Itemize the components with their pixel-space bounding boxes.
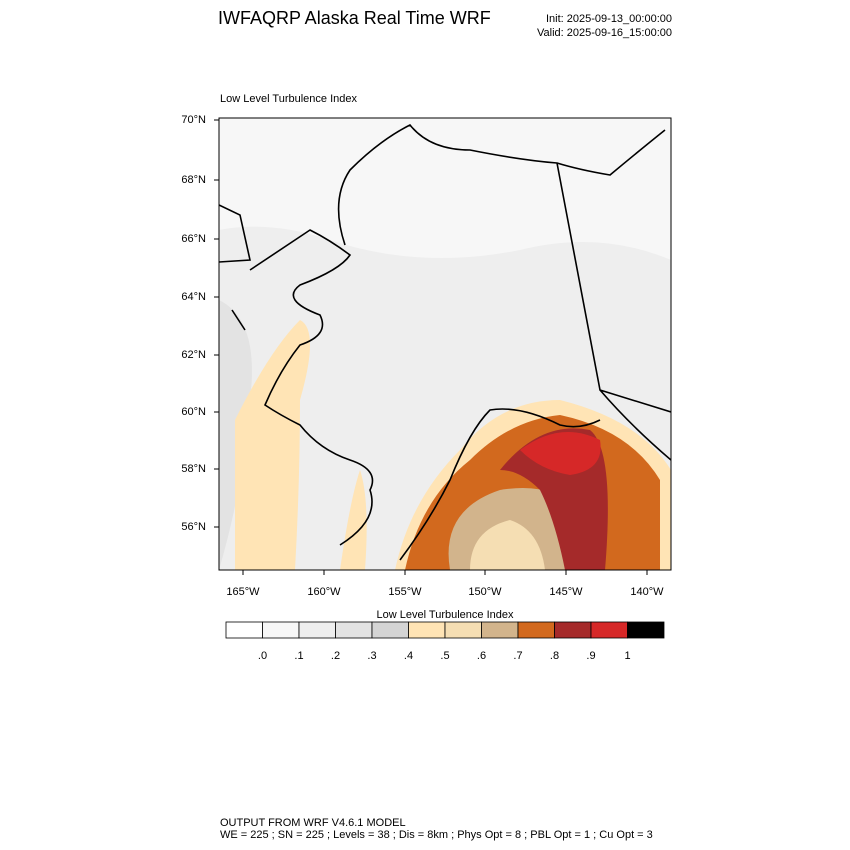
map-title: Low Level Turbulence Index <box>220 93 357 105</box>
lat-label: 58°N <box>181 463 206 475</box>
colorbar-box <box>408 621 446 639</box>
field-extreme <box>520 432 601 475</box>
field-tan <box>235 320 310 570</box>
coastline <box>219 123 671 561</box>
lat-label: 62°N <box>181 349 206 361</box>
colorbar-box <box>554 621 592 639</box>
colorbar-label: 1 <box>624 650 630 662</box>
colorbar-box <box>590 621 628 639</box>
colorbar-box <box>517 621 555 639</box>
colorbar-box <box>444 621 482 639</box>
colorbar-label: .9 <box>586 650 595 662</box>
lon-label: 140°W <box>630 586 664 598</box>
valid-time: Valid: 2025-09-16_15:00:00 <box>537 27 672 39</box>
lon-label: 160°W <box>307 586 341 598</box>
init-time: Init: 2025-09-13_00:00:00 <box>546 13 672 25</box>
map-field <box>219 118 671 570</box>
colorbar-label: .0 <box>258 650 267 662</box>
colorbar-label: .1 <box>294 650 303 662</box>
lat-label: 60°N <box>181 406 206 418</box>
footer-line2: WE = 225 ; SN = 225 ; Levels = 38 ; Dis … <box>220 829 653 841</box>
lon-label: 155°W <box>388 586 422 598</box>
lon-label: 165°W <box>226 586 260 598</box>
colorbar-label: .6 <box>477 650 486 662</box>
colorbar-label: .4 <box>404 650 413 662</box>
lat-label: 64°N <box>181 291 206 303</box>
lat-label: 66°N <box>181 233 206 245</box>
colorbar-label: .8 <box>550 650 559 662</box>
colorbar: .0 .1 .2 .3 .4 .5 .6 .7 .8 .9 1 <box>225 621 665 662</box>
colorbar-box <box>225 621 263 639</box>
footer-line1: OUTPUT FROM WRF V4.6.1 MODEL <box>220 817 406 829</box>
lat-label: 68°N <box>181 174 206 186</box>
colorbar-label: .7 <box>513 650 522 662</box>
colorbar-box <box>481 621 519 639</box>
lat-labels: 70°N 68°N 66°N 64°N 62°N 60°N 58°N 56°N <box>181 114 219 533</box>
colorbar-box <box>335 621 373 639</box>
field-low <box>219 118 671 260</box>
lon-label: 145°W <box>549 586 583 598</box>
lon-labels: 165°W 160°W 155°W 150°W 145°W 140°W <box>226 570 664 598</box>
colorbar-title: Low Level Turbulence Index <box>377 609 514 621</box>
lat-label: 56°N <box>181 521 206 533</box>
colorbar-box <box>262 621 300 639</box>
colorbar-label: .5 <box>440 650 449 662</box>
colorbar-box <box>371 621 409 639</box>
map-frame <box>218 117 672 571</box>
colorbar-box <box>627 621 665 639</box>
colorbar-label: .2 <box>331 650 340 662</box>
lat-label: 70°N <box>181 114 206 126</box>
field-tan-2 <box>340 470 367 570</box>
field-band-2 <box>470 520 545 570</box>
colorbar-label: .3 <box>367 650 376 662</box>
title: IWFAQRP Alaska Real Time WRF <box>218 8 491 28</box>
colorbar-box <box>298 621 336 639</box>
lon-label: 150°W <box>468 586 502 598</box>
